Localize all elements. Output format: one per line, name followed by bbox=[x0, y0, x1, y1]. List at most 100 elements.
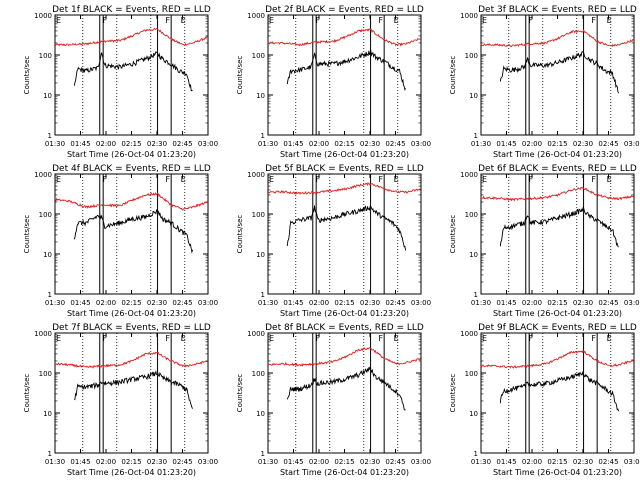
x-tick-label: 02:15 bbox=[334, 140, 354, 148]
x-tick-label: 02:00 bbox=[96, 299, 116, 307]
panel-det-5: Det 5f BLACK = Events, RED = LLD Counts/s… bbox=[236, 164, 431, 318]
marker-label: E bbox=[394, 175, 399, 184]
x-tick-label: 02:30 bbox=[147, 140, 167, 148]
marker-label: F bbox=[315, 175, 320, 184]
x-tick-label: 02:00 bbox=[309, 458, 329, 466]
panel-det-4: Det 4f BLACK = Events, RED = LLD Counts/s… bbox=[23, 164, 218, 318]
y-tick-label: 100 bbox=[465, 211, 478, 219]
marker-label: F bbox=[102, 16, 107, 25]
x-tick-label: 02:15 bbox=[547, 458, 567, 466]
y-tick-label: 1 bbox=[474, 132, 478, 140]
x-tick-label: 01:45 bbox=[283, 458, 303, 466]
x-tick-label: 02:45 bbox=[172, 458, 192, 466]
x-tick-label: 03:00 bbox=[624, 140, 640, 148]
y-tick-label: 1000 bbox=[460, 330, 478, 338]
marker-label: F bbox=[591, 16, 596, 25]
y-tick-label: 1000 bbox=[34, 171, 52, 179]
x-tick-label: 02:30 bbox=[573, 458, 593, 466]
x-tick-label: 02:00 bbox=[309, 140, 329, 148]
series-red-lld bbox=[267, 182, 421, 196]
y-tick-label: 1000 bbox=[247, 330, 265, 338]
x-tick-label: 01:30 bbox=[258, 140, 278, 148]
series-black-events bbox=[73, 209, 194, 254]
marker-label: F bbox=[102, 334, 107, 343]
marker-label: E bbox=[269, 334, 274, 343]
marker-label: F bbox=[315, 16, 320, 25]
x-tick-label: 02:45 bbox=[598, 140, 618, 148]
y-tick-label: 100 bbox=[39, 52, 52, 60]
y-tick-label: 10 bbox=[256, 92, 265, 100]
series-black-events bbox=[74, 370, 193, 409]
panel-title: Det 9f BLACK = Events, RED = LLD bbox=[478, 323, 637, 333]
x-tick-label: 02:00 bbox=[309, 299, 329, 307]
x-tick-label: 02:30 bbox=[360, 299, 380, 307]
x-tick-label: 02:00 bbox=[522, 140, 542, 148]
marker-label: F bbox=[528, 16, 533, 25]
marker-label: F bbox=[378, 16, 383, 25]
x-tick-label: 02:45 bbox=[172, 140, 192, 148]
y-axis-label: Counts/sec bbox=[23, 374, 31, 413]
series-red-lld bbox=[480, 350, 634, 369]
y-tick-label: 1000 bbox=[34, 330, 52, 338]
y-tick-label: 10 bbox=[469, 92, 478, 100]
panel-det-3: Det 3f BLACK = Events, RED = LLD Counts/s… bbox=[449, 5, 640, 159]
panel-det-1: Det 1f BLACK = Events, RED = LLD Counts/s… bbox=[23, 5, 218, 159]
y-tick-label: 1 bbox=[48, 450, 52, 458]
x-tick-label: 01:30 bbox=[471, 299, 491, 307]
marker-label: E bbox=[56, 175, 61, 184]
series-black-events bbox=[286, 205, 407, 251]
x-axis-label: Start Time (26-Oct-04 01:23:20) bbox=[67, 150, 196, 159]
y-tick-label: 1 bbox=[48, 132, 52, 140]
marker-label: F bbox=[378, 175, 383, 184]
marker-label: F bbox=[528, 334, 533, 343]
x-tick-label: 02:45 bbox=[385, 458, 405, 466]
marker-label: E bbox=[269, 16, 274, 25]
y-tick-label: 1000 bbox=[460, 12, 478, 20]
x-tick-label: 02:45 bbox=[598, 299, 618, 307]
series-red-lld bbox=[267, 346, 421, 367]
panel-det-7: Det 7f BLACK = Events, RED = LLD Counts/s… bbox=[23, 323, 218, 477]
x-tick-label: 02:15 bbox=[334, 458, 354, 466]
x-tick-label: 03:00 bbox=[411, 140, 431, 148]
marker-label: E bbox=[482, 334, 487, 343]
marker-label: F bbox=[528, 175, 533, 184]
y-axis-label: Counts/sec bbox=[449, 215, 457, 254]
x-tick-label: 01:45 bbox=[496, 140, 516, 148]
y-tick-label: 1000 bbox=[460, 171, 478, 179]
series-black-events bbox=[286, 366, 406, 411]
x-axis-label: Start Time (26-Oct-04 01:23:20) bbox=[493, 468, 622, 477]
x-tick-label: 03:00 bbox=[198, 458, 218, 466]
marker-label: F bbox=[165, 175, 170, 184]
y-tick-label: 10 bbox=[43, 410, 52, 418]
marker-label: E bbox=[56, 16, 61, 25]
marker-label: F bbox=[165, 334, 170, 343]
panel-det-2: Det 2f BLACK = Events, RED = LLD Counts/s… bbox=[236, 5, 431, 159]
marker-label: E bbox=[394, 16, 399, 25]
x-tick-label: 02:30 bbox=[573, 140, 593, 148]
y-axis-label: Counts/sec bbox=[449, 374, 457, 413]
x-tick-label: 01:45 bbox=[283, 299, 303, 307]
marker-label: F bbox=[315, 334, 320, 343]
marker-label: E bbox=[607, 175, 612, 184]
series-red-lld bbox=[54, 191, 208, 211]
panel-title: Det 2f BLACK = Events, RED = LLD bbox=[265, 5, 424, 15]
marker-label: F bbox=[165, 16, 170, 25]
x-tick-label: 02:45 bbox=[172, 299, 192, 307]
series-black-events bbox=[499, 370, 620, 412]
marker-label: E bbox=[181, 175, 186, 184]
y-tick-label: 10 bbox=[43, 251, 52, 259]
x-axis-label: Start Time (26-Oct-04 01:23:20) bbox=[280, 468, 409, 477]
y-tick-label: 1 bbox=[474, 450, 478, 458]
y-tick-label: 1000 bbox=[247, 171, 265, 179]
x-tick-label: 02:15 bbox=[121, 140, 141, 148]
x-tick-label: 02:00 bbox=[96, 458, 116, 466]
x-tick-label: 02:30 bbox=[360, 458, 380, 466]
x-tick-label: 01:45 bbox=[70, 458, 90, 466]
x-tick-label: 03:00 bbox=[198, 299, 218, 307]
x-tick-label: 02:30 bbox=[573, 299, 593, 307]
x-tick-label: 01:30 bbox=[471, 458, 491, 466]
marker-label: E bbox=[181, 16, 186, 25]
y-tick-label: 10 bbox=[469, 410, 478, 418]
x-tick-label: 03:00 bbox=[411, 458, 431, 466]
